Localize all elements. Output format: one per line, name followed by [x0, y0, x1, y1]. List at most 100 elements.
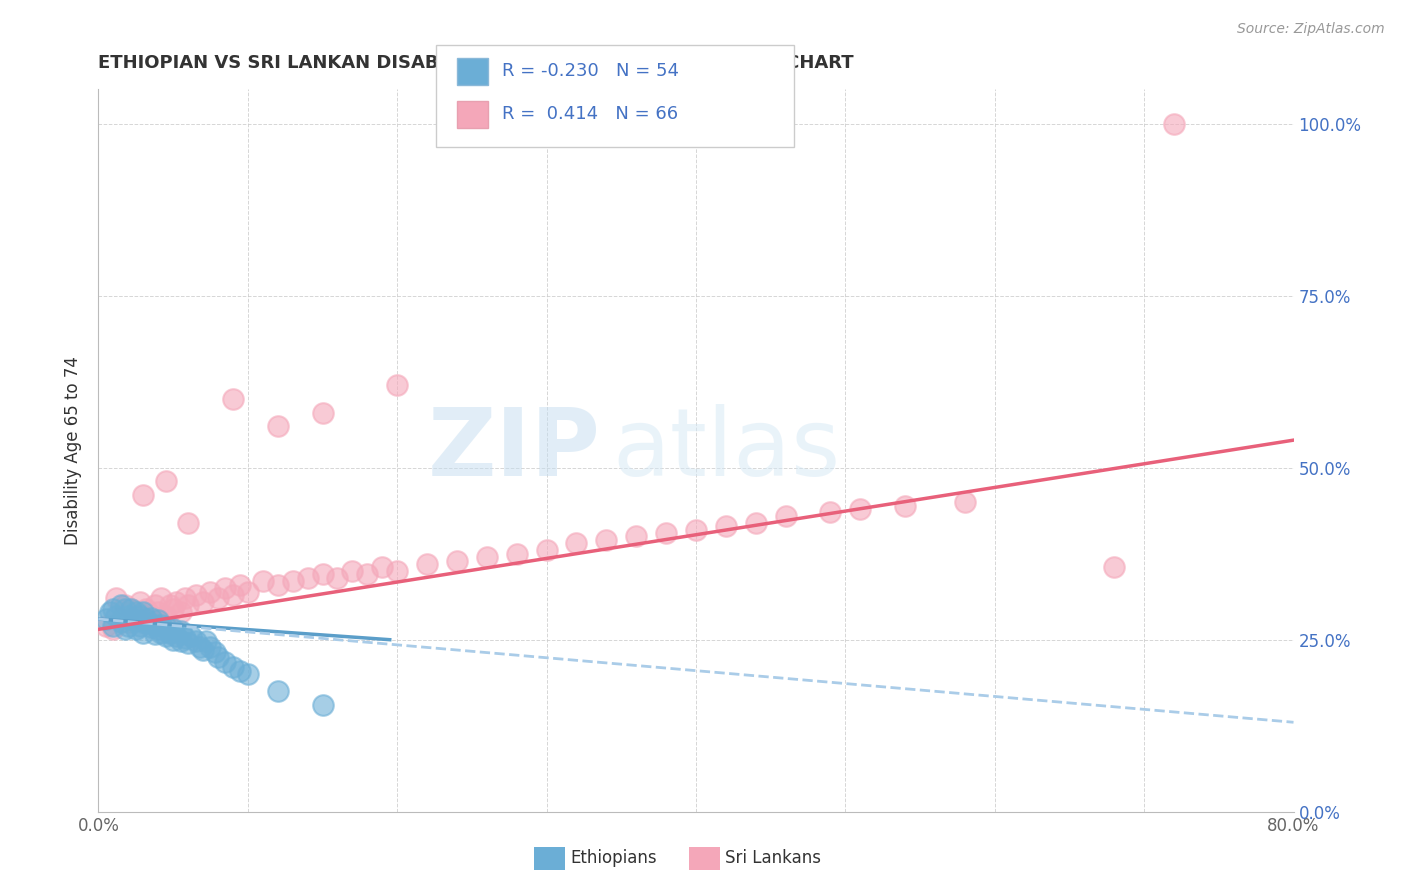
Point [114, 623, 136, 637]
Point [775, 508, 797, 523]
Point [159, 625, 181, 640]
Point [117, 608, 139, 623]
Point [655, 526, 678, 541]
Point [416, 557, 439, 571]
Text: Source: ZipAtlas.com: Source: ZipAtlas.com [1237, 22, 1385, 37]
Point [143, 599, 166, 613]
Point [626, 529, 648, 543]
Point [188, 640, 211, 654]
Point [371, 560, 394, 574]
Point [297, 571, 319, 585]
Point [139, 610, 162, 624]
Point [953, 495, 976, 509]
Point [714, 519, 737, 533]
Point [94, 619, 117, 633]
Point [135, 601, 157, 615]
Point [132, 615, 155, 630]
Point [177, 516, 200, 530]
Point [207, 649, 229, 664]
Point [252, 574, 274, 589]
Point [326, 571, 349, 585]
Point [117, 615, 139, 630]
Point [894, 499, 917, 513]
Text: R =  0.414   N = 66: R = 0.414 N = 66 [502, 105, 678, 123]
Point [139, 608, 162, 623]
Point [169, 605, 191, 619]
Point [120, 601, 142, 615]
Point [1163, 117, 1185, 131]
Point [120, 601, 142, 615]
Point [155, 608, 177, 623]
Point [849, 502, 872, 516]
Point [506, 547, 529, 561]
Text: R = -0.230   N = 54: R = -0.230 N = 54 [502, 62, 679, 80]
Point [155, 620, 177, 634]
Point [159, 599, 181, 613]
Point [236, 667, 259, 681]
Point [174, 591, 197, 606]
Point [125, 605, 148, 619]
Point [165, 595, 187, 609]
Point [120, 612, 142, 626]
Point [150, 591, 173, 606]
Point [222, 588, 245, 602]
Point [94, 612, 117, 626]
Point [155, 629, 177, 643]
Point [267, 684, 290, 698]
Point [169, 634, 191, 648]
Text: Sri Lankans: Sri Lankans [725, 849, 821, 867]
Point [132, 625, 155, 640]
Point [342, 564, 364, 578]
Point [191, 643, 214, 657]
Point [446, 553, 468, 567]
Point [125, 623, 148, 637]
Point [191, 595, 214, 609]
Point [132, 488, 155, 502]
Text: Ethiopians: Ethiopians [571, 849, 658, 867]
Point [125, 614, 148, 628]
Point [184, 634, 207, 648]
Point [177, 599, 200, 613]
Point [103, 623, 125, 637]
Point [132, 614, 155, 628]
Point [200, 584, 222, 599]
Text: atlas: atlas [613, 404, 841, 497]
Point [114, 599, 136, 613]
Point [162, 601, 184, 615]
Point [125, 608, 148, 623]
Point [180, 629, 202, 643]
Point [1104, 560, 1126, 574]
Point [311, 567, 333, 582]
Point [162, 623, 184, 637]
Point [356, 567, 378, 582]
Point [195, 634, 218, 648]
Point [204, 645, 226, 659]
Point [745, 516, 768, 530]
Point [229, 664, 252, 678]
Point [150, 617, 173, 632]
Point [222, 660, 245, 674]
Point [169, 624, 191, 639]
Text: ETHIOPIAN VS SRI LANKAN DISABILITY AGE 65 TO 74 CORRELATION CHART: ETHIOPIAN VS SRI LANKAN DISABILITY AGE 6… [98, 54, 853, 72]
Point [475, 550, 498, 565]
Point [139, 620, 162, 634]
Point [143, 627, 166, 641]
Point [103, 601, 125, 615]
Point [148, 605, 170, 619]
Point [214, 655, 236, 669]
Y-axis label: Disability Age 65 to 74: Disability Age 65 to 74 [65, 356, 83, 545]
Point [105, 591, 128, 606]
Point [129, 608, 152, 623]
Point [105, 608, 128, 623]
Point [385, 378, 409, 392]
Point [110, 612, 132, 626]
Point [110, 599, 132, 613]
Point [148, 623, 170, 637]
Point [132, 605, 155, 619]
Point [177, 636, 200, 650]
Point [129, 595, 152, 609]
Point [143, 617, 166, 632]
Point [536, 543, 558, 558]
Point [267, 419, 290, 434]
Point [565, 536, 588, 550]
